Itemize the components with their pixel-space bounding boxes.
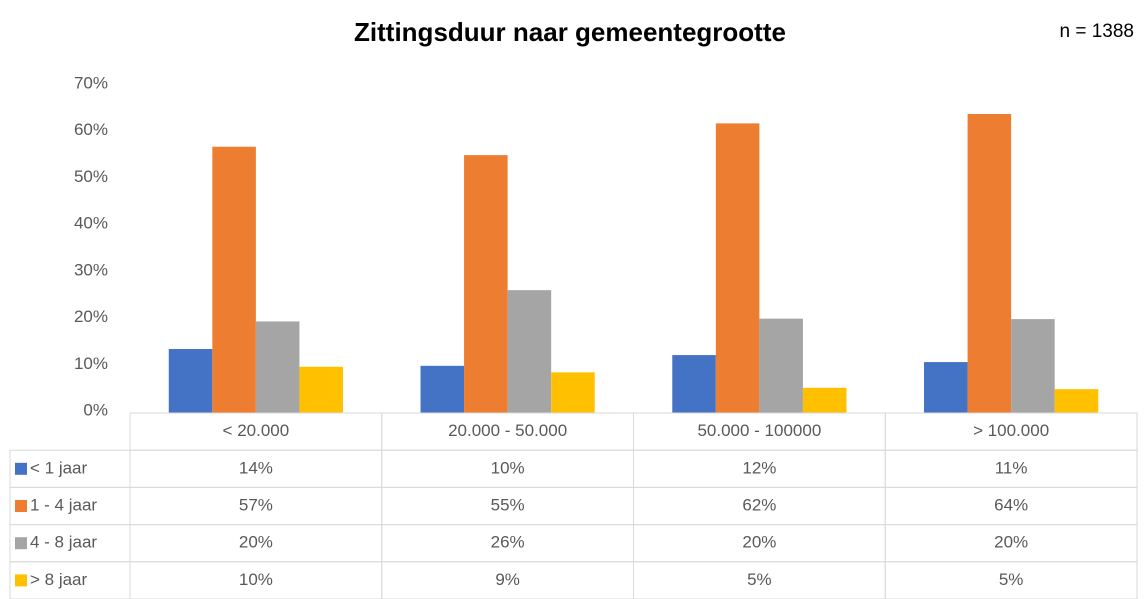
chart-title: Zittingsduur naar gemeentegrootte [354, 17, 786, 47]
legend-swatch [15, 500, 27, 512]
y-tick-label: 0% [83, 400, 108, 419]
data-label: 20% [742, 533, 776, 552]
bar [924, 362, 968, 413]
bar [802, 387, 847, 413]
y-tick-label: 30% [74, 260, 108, 279]
data-label: 14% [239, 458, 273, 477]
data-label: 55% [491, 495, 525, 514]
bar [1011, 319, 1055, 413]
x-tick-label: > 100.000 [973, 421, 1049, 440]
data-label: 10% [239, 570, 273, 589]
x-tick-label: 50.000 - 100000 [697, 421, 821, 440]
bar [1054, 389, 1099, 413]
x-tick-label: 20.000 - 50.000 [448, 421, 567, 440]
x-tick-label: < 20.000 [223, 421, 290, 440]
legend-swatch [15, 462, 27, 475]
legend-label: < 1 jaar [30, 458, 88, 477]
bar [255, 321, 300, 413]
sample-size-note: n = 1388 [1060, 21, 1135, 42]
y-tick-label: 40% [74, 214, 108, 233]
bar [715, 123, 760, 413]
y-tick-label: 60% [74, 120, 108, 139]
data-label: 64% [994, 495, 1028, 514]
legend-swatch [15, 537, 27, 550]
bar [967, 114, 1012, 414]
legend-swatch [15, 574, 27, 587]
data-label: 5% [747, 570, 772, 589]
bar [420, 365, 465, 413]
bar [212, 146, 256, 413]
data-label: 26% [491, 533, 525, 552]
data-label: 5% [999, 570, 1024, 589]
data-label: 9% [495, 570, 520, 589]
bar [168, 349, 213, 413]
data-label: 10% [491, 458, 525, 477]
data-label: 20% [239, 533, 273, 552]
y-tick-label: 50% [74, 167, 108, 186]
data-label: 57% [239, 495, 273, 514]
bar [759, 318, 803, 413]
data-label: 62% [742, 495, 776, 514]
legend-label: 1 - 4 jaar [30, 495, 97, 514]
legend-label: 4 - 8 jaar [30, 533, 97, 552]
legend-label: > 8 jaar [30, 570, 88, 589]
y-tick-label: 10% [74, 354, 108, 373]
data-label: 12% [742, 458, 776, 477]
bar [507, 290, 552, 413]
bar [464, 155, 508, 413]
y-tick-label: 70% [74, 73, 108, 92]
bar [299, 366, 343, 413]
y-tick-label: 20% [74, 307, 108, 326]
data-label: 20% [994, 533, 1028, 552]
data-label: 11% [995, 458, 1028, 477]
bar [672, 355, 716, 413]
bar [551, 372, 595, 413]
